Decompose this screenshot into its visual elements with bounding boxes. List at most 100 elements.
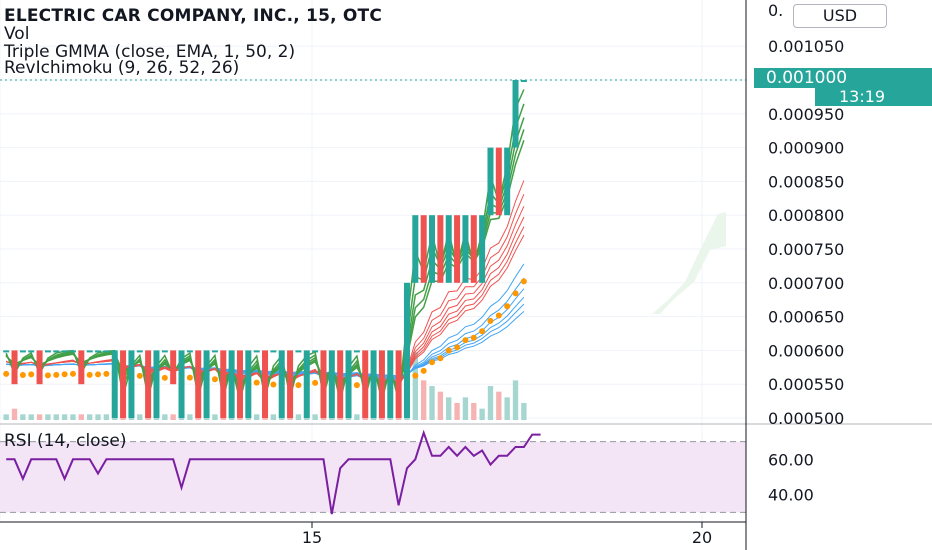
- candle: [220, 350, 227, 418]
- rsi-pane: [0, 423, 932, 515]
- candle: [3, 350, 10, 353]
- candle: [504, 147, 511, 216]
- volume-bar: [187, 414, 193, 420]
- rsi-line: [6, 429, 541, 515]
- long-ma-point: [420, 367, 427, 374]
- price-tick-label: 0.000850: [768, 172, 844, 191]
- volume-legend[interactable]: Vol: [4, 24, 30, 44]
- volume-bar: [454, 403, 460, 420]
- volume-bar: [11, 408, 18, 420]
- rsi-legend[interactable]: RSI (14, close): [4, 431, 127, 451]
- volume-bar: [354, 414, 360, 420]
- long-ma-point: [44, 372, 51, 379]
- price-tick-label: 0.000950: [768, 105, 844, 124]
- time-tick-label: 20: [692, 528, 712, 547]
- long-ma-point: [353, 382, 360, 389]
- volume-bar: [512, 380, 519, 420]
- volume-bar: [312, 414, 318, 420]
- candle: [178, 350, 185, 418]
- candle: [328, 350, 335, 418]
- candle: [186, 350, 193, 353]
- candle: [103, 350, 110, 353]
- candle: [470, 215, 477, 283]
- gmma-legend[interactable]: Triple GMMA (close, EMA, 1, 50, 2): [4, 42, 296, 62]
- candle: [387, 350, 394, 418]
- candle: [19, 350, 26, 353]
- volume-bar: [254, 414, 260, 420]
- price-tick-label: 0.000700: [768, 274, 844, 293]
- candle: [153, 350, 160, 418]
- ichimoku-cloud-area: [652, 212, 726, 314]
- candle: [378, 350, 385, 418]
- rsi-band: [0, 441, 746, 513]
- candle: [437, 215, 444, 283]
- long-ma-point: [412, 372, 419, 379]
- candle: [236, 350, 243, 418]
- candle: [11, 350, 18, 385]
- candle: [512, 80, 519, 148]
- long-ma-point: [270, 381, 277, 388]
- volume-bar: [462, 397, 469, 420]
- volume-bar: [70, 414, 76, 420]
- currency-button[interactable]: USD: [793, 4, 887, 28]
- candle: [203, 350, 210, 418]
- candle: [61, 350, 68, 353]
- long-ma-point: [454, 344, 461, 351]
- candle: [28, 350, 35, 353]
- price-tick-label: 0.000550: [768, 375, 844, 394]
- candle: [128, 350, 135, 418]
- candle: [403, 282, 410, 418]
- volume-bar: [421, 380, 427, 420]
- candle: [487, 147, 494, 216]
- long-ma-point: [445, 347, 452, 354]
- volume-bar: [412, 352, 418, 420]
- candle: [295, 350, 302, 353]
- volume-bar: [137, 414, 143, 420]
- volume-bar: [521, 403, 527, 420]
- price-tick-label: 0.001050: [768, 37, 844, 56]
- volume-bar: [471, 403, 477, 420]
- price-tick-label: 0.000500: [768, 409, 844, 428]
- long-ma-point: [437, 355, 444, 362]
- volume-bar: [61, 414, 68, 420]
- ichimoku-legend[interactable]: RevIchimoku (9, 26, 52, 26): [4, 58, 240, 78]
- candle: [337, 350, 344, 418]
- long-ma-point: [512, 290, 519, 297]
- last-price-label: 0.001000: [754, 68, 932, 88]
- price-tick-label: 0.000600: [768, 341, 844, 360]
- long-ma-point: [95, 371, 102, 378]
- candle: [420, 215, 427, 283]
- long-ma-point: [136, 372, 143, 379]
- volume-bar: [270, 414, 277, 420]
- candle: [445, 215, 452, 283]
- volume-bar: [170, 414, 176, 420]
- bar-countdown-label: 13:19: [815, 88, 932, 106]
- candle: [136, 350, 143, 353]
- price-tick-label: 0.: [768, 1, 783, 20]
- candle: [462, 215, 469, 283]
- price-tick-label: 0.000750: [768, 240, 844, 259]
- candle: [429, 215, 436, 283]
- candle: [479, 215, 486, 283]
- time-tick-label: 15: [302, 528, 322, 547]
- symbol-legend[interactable]: ELECTRIC CAR COMPANY, INC., 15, OTC: [4, 6, 383, 26]
- price-tick-label: 0.000800: [768, 206, 844, 225]
- volume-bar: [87, 414, 93, 420]
- volume-bar: [45, 414, 51, 420]
- long-ma-point: [253, 379, 260, 386]
- volume-bar: [3, 414, 9, 420]
- candle: [520, 80, 527, 82]
- long-ma-point: [103, 370, 110, 377]
- volume-bar: [429, 386, 435, 420]
- volume-bar: [103, 414, 110, 420]
- long-ma-point: [479, 328, 486, 335]
- long-ma-point: [429, 359, 436, 366]
- volume-bar: [28, 414, 34, 420]
- candle: [53, 350, 60, 353]
- candle: [69, 350, 76, 353]
- price-tick-label: 0.000650: [768, 308, 844, 327]
- volume-bar: [504, 397, 510, 420]
- rsi-tick-label: 60.00: [768, 450, 814, 469]
- candle: [262, 350, 269, 418]
